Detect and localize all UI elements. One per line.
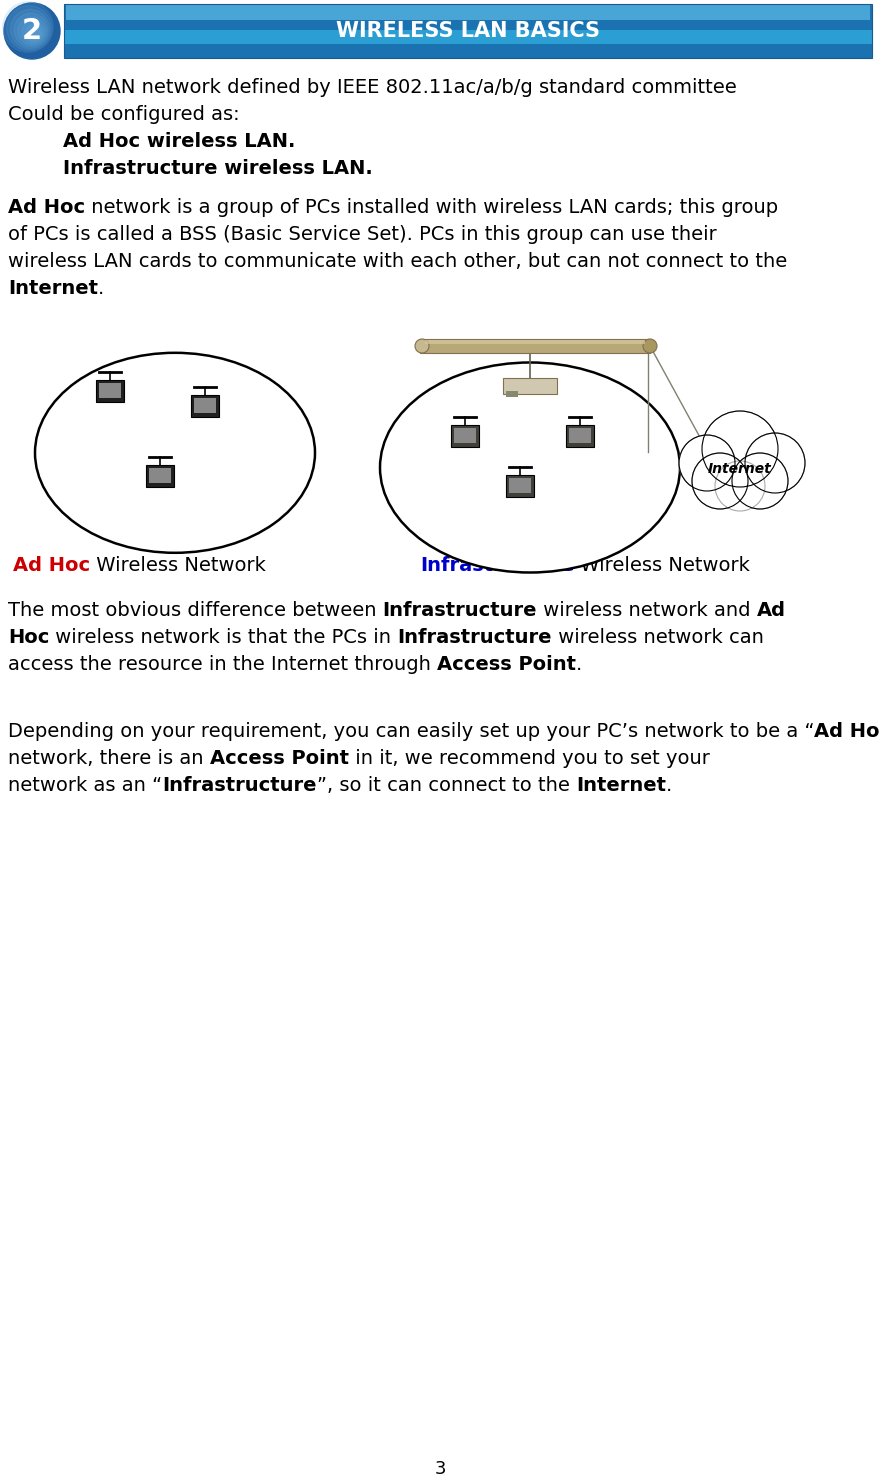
Text: Access Point: Access Point — [437, 655, 576, 674]
Circle shape — [692, 453, 748, 508]
Text: Internet: Internet — [576, 777, 666, 794]
Bar — [506, 476, 534, 496]
Circle shape — [715, 461, 765, 511]
Circle shape — [14, 13, 48, 47]
Text: 3: 3 — [434, 1460, 446, 1478]
Bar — [569, 428, 591, 443]
Text: Depending on your requirement, you can easily set up your PC’s network to be a “: Depending on your requirement, you can e… — [8, 722, 815, 741]
Text: wireless network is that the PCs in: wireless network is that the PCs in — [49, 628, 398, 648]
Bar — [99, 382, 121, 399]
Bar — [509, 479, 531, 494]
Text: network, there is an: network, there is an — [8, 748, 209, 768]
Bar — [454, 428, 476, 443]
Bar — [64, 4, 872, 58]
Bar — [451, 425, 479, 448]
Text: Infrastructure: Infrastructure — [420, 556, 575, 575]
Circle shape — [18, 16, 46, 44]
Circle shape — [732, 453, 788, 508]
Bar — [66, 4, 870, 19]
Text: STA 1: STA 1 — [92, 413, 121, 422]
Text: The most obvious difference between: The most obvious difference between — [8, 602, 383, 619]
Text: WIRELESS LAN BASICS: WIRELESS LAN BASICS — [336, 21, 600, 41]
Text: Access Point: Access Point — [209, 748, 348, 768]
Text: STA 2: STA 2 — [505, 513, 534, 523]
Text: Internet: Internet — [708, 462, 772, 476]
Bar — [146, 465, 174, 488]
Text: Wireless Network: Wireless Network — [90, 556, 266, 575]
Circle shape — [22, 21, 44, 43]
Circle shape — [643, 339, 657, 353]
Text: STA 3: STA 3 — [574, 461, 603, 471]
Text: Access Point: Access Point — [495, 413, 565, 424]
Text: Infrastructure: Infrastructure — [162, 777, 317, 794]
Circle shape — [6, 6, 51, 50]
Text: in it, we recommend you to set your: in it, we recommend you to set your — [348, 748, 709, 768]
Text: ”, so it can connect to the: ”, so it can connect to the — [317, 777, 576, 794]
Bar — [425, 339, 645, 344]
Circle shape — [29, 28, 40, 40]
Circle shape — [415, 339, 429, 353]
Circle shape — [745, 433, 805, 494]
Ellipse shape — [380, 363, 680, 572]
Text: access the resource in the Internet through: access the resource in the Internet thro… — [8, 655, 437, 674]
Text: STA 1: STA 1 — [440, 461, 470, 471]
Bar — [96, 379, 124, 402]
Text: network is a group of PCs installed with wireless LAN cards; this group: network is a group of PCs installed with… — [85, 199, 778, 216]
Text: Ad Hoc: Ad Hoc — [8, 199, 85, 216]
Bar — [191, 396, 219, 416]
Text: STA 2: STA 2 — [210, 428, 239, 439]
Text: wireless network can: wireless network can — [552, 628, 764, 648]
Bar — [503, 378, 557, 394]
Circle shape — [11, 9, 49, 49]
Text: Infrastructure wireless LAN.: Infrastructure wireless LAN. — [63, 159, 373, 178]
Text: Ad: Ad — [757, 602, 786, 619]
Bar — [420, 339, 650, 353]
Text: Internet: Internet — [8, 279, 98, 298]
Text: Wireless LAN network defined by IEEE 802.11ac/a/b/g standard committee: Wireless LAN network defined by IEEE 802… — [8, 79, 737, 96]
Bar — [64, 30, 872, 44]
Text: wireless LAN cards to communicate with each other, but can not connect to the: wireless LAN cards to communicate with e… — [8, 252, 788, 271]
Bar — [566, 425, 594, 448]
Text: of PCs is called a BSS (Basic Service Set). PCs in this group can use their: of PCs is called a BSS (Basic Service Se… — [8, 225, 716, 245]
Text: Hoc: Hoc — [8, 628, 49, 648]
Circle shape — [26, 25, 42, 41]
Text: .: . — [666, 777, 672, 794]
Text: STA 3: STA 3 — [136, 501, 165, 511]
Circle shape — [4, 3, 60, 59]
Text: Ad Hoc: Ad Hoc — [13, 556, 90, 575]
Text: .: . — [576, 655, 583, 674]
Text: wireless network and: wireless network and — [538, 602, 757, 619]
Text: Could be configured as:: Could be configured as: — [8, 105, 239, 124]
Bar — [194, 399, 216, 413]
Text: Wireless Network: Wireless Network — [575, 556, 751, 575]
Bar — [506, 391, 518, 397]
Circle shape — [3, 1, 53, 52]
Text: Ad Hoc wireless LAN.: Ad Hoc wireless LAN. — [63, 132, 296, 151]
Circle shape — [702, 411, 778, 488]
Bar — [149, 468, 171, 483]
Text: .: . — [98, 279, 104, 298]
Text: 2: 2 — [22, 16, 42, 44]
Text: network as an “: network as an “ — [8, 777, 162, 794]
Text: Infrastructure: Infrastructure — [398, 628, 552, 648]
Bar — [64, 4, 872, 58]
Text: Ad Hoc: Ad Hoc — [815, 722, 880, 741]
Circle shape — [679, 436, 735, 491]
Text: Infrastructure: Infrastructure — [383, 602, 538, 619]
Ellipse shape — [35, 353, 315, 553]
